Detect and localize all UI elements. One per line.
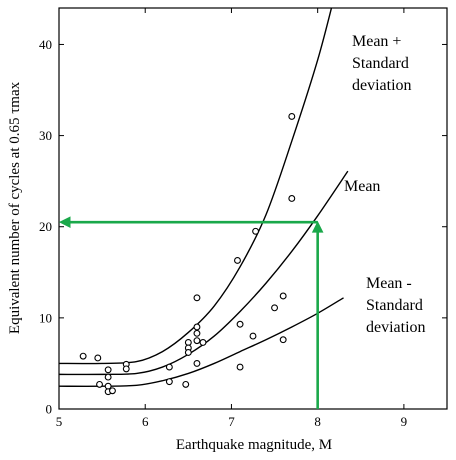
curve-label-mean-minus-sd: Standard [366, 297, 423, 314]
y-axis-ticks: 0 10 20 30 40 [39, 37, 447, 417]
x-tick-label-5: 5 [56, 414, 63, 429]
data-point [122, 365, 130, 373]
x-axis-label: Earthquake magnitude, M [176, 437, 332, 453]
data-point [165, 378, 173, 386]
curve-mean-minus-sd [59, 297, 344, 387]
data-point [104, 373, 112, 381]
data-point [199, 339, 207, 346]
curve-mean-plus-sd [59, 8, 333, 365]
x-tick-label-7: 7 [228, 414, 235, 429]
data-point [271, 304, 279, 312]
curve-label-mean-plus-sd: deviation [352, 77, 412, 94]
data-point [182, 380, 190, 388]
guide-arrows [58, 216, 324, 409]
x-tick-label-8: 8 [314, 414, 321, 429]
y-tick-label-0: 0 [46, 402, 53, 417]
curve-label-mean-minus-sd: Mean - [366, 275, 412, 292]
data-points [79, 113, 296, 396]
y-axis-label: Equivalent number of cycles at 0.65 τmax [7, 81, 23, 334]
y-tick-label-40: 40 [39, 37, 52, 52]
data-point [94, 354, 102, 362]
data-point [252, 227, 260, 235]
data-point [193, 359, 201, 367]
data-point [193, 329, 201, 337]
guide-arrowhead-up [311, 221, 324, 233]
curve-label-mean-plus-sd: Standard [352, 55, 409, 72]
data-point [236, 363, 244, 371]
x-tick-label-9: 9 [401, 414, 408, 429]
data-point [193, 323, 201, 331]
curve-mean [59, 170, 349, 376]
data-point [104, 366, 112, 374]
curve-label-mean-minus-sd: deviation [366, 319, 426, 336]
y-tick-label-20: 20 [39, 219, 52, 234]
curve-label-mean: Mean [344, 178, 380, 195]
y-tick-label-30: 30 [39, 128, 52, 143]
data-point [165, 363, 173, 371]
x-tick-label-6: 6 [142, 414, 149, 429]
data-point [288, 113, 296, 120]
data-point [79, 352, 87, 360]
curve-label-mean-plus-sd: Mean + [352, 33, 401, 50]
data-point [184, 349, 192, 356]
data-point [193, 294, 201, 302]
data-point [249, 332, 257, 340]
data-point [279, 336, 287, 344]
data-point [279, 292, 287, 300]
data-point [193, 337, 201, 345]
curve-labels: Mean + Standard deviation Mean Mean - Standar… [344, 33, 426, 336]
data-point [96, 380, 103, 388]
curves [59, 8, 349, 387]
data-point [109, 387, 116, 395]
guide-arrowhead-left [58, 216, 71, 228]
y-tick-label-10: 10 [39, 310, 52, 325]
data-point [236, 320, 244, 328]
data-point [288, 195, 296, 202]
plot-frame [58, 7, 448, 410]
data-point [234, 256, 241, 264]
